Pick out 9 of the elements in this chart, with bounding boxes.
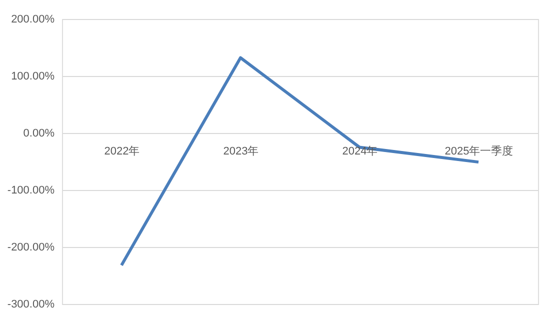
x-tick-label: 2025年一季度 bbox=[444, 144, 514, 158]
x-tick-label: 2023年 bbox=[223, 146, 259, 158]
y-tick-label: -200.00% bbox=[7, 242, 55, 254]
y-tick-label: 0.00% bbox=[23, 128, 55, 140]
y-tick-label: -300.00% bbox=[7, 298, 55, 310]
x-tick-label: 2022年 bbox=[104, 146, 140, 158]
y-tick-label: 200.00% bbox=[11, 14, 55, 26]
y-tick-label: -100.00% bbox=[7, 184, 55, 196]
y-tick-label: 100.00% bbox=[11, 70, 55, 82]
